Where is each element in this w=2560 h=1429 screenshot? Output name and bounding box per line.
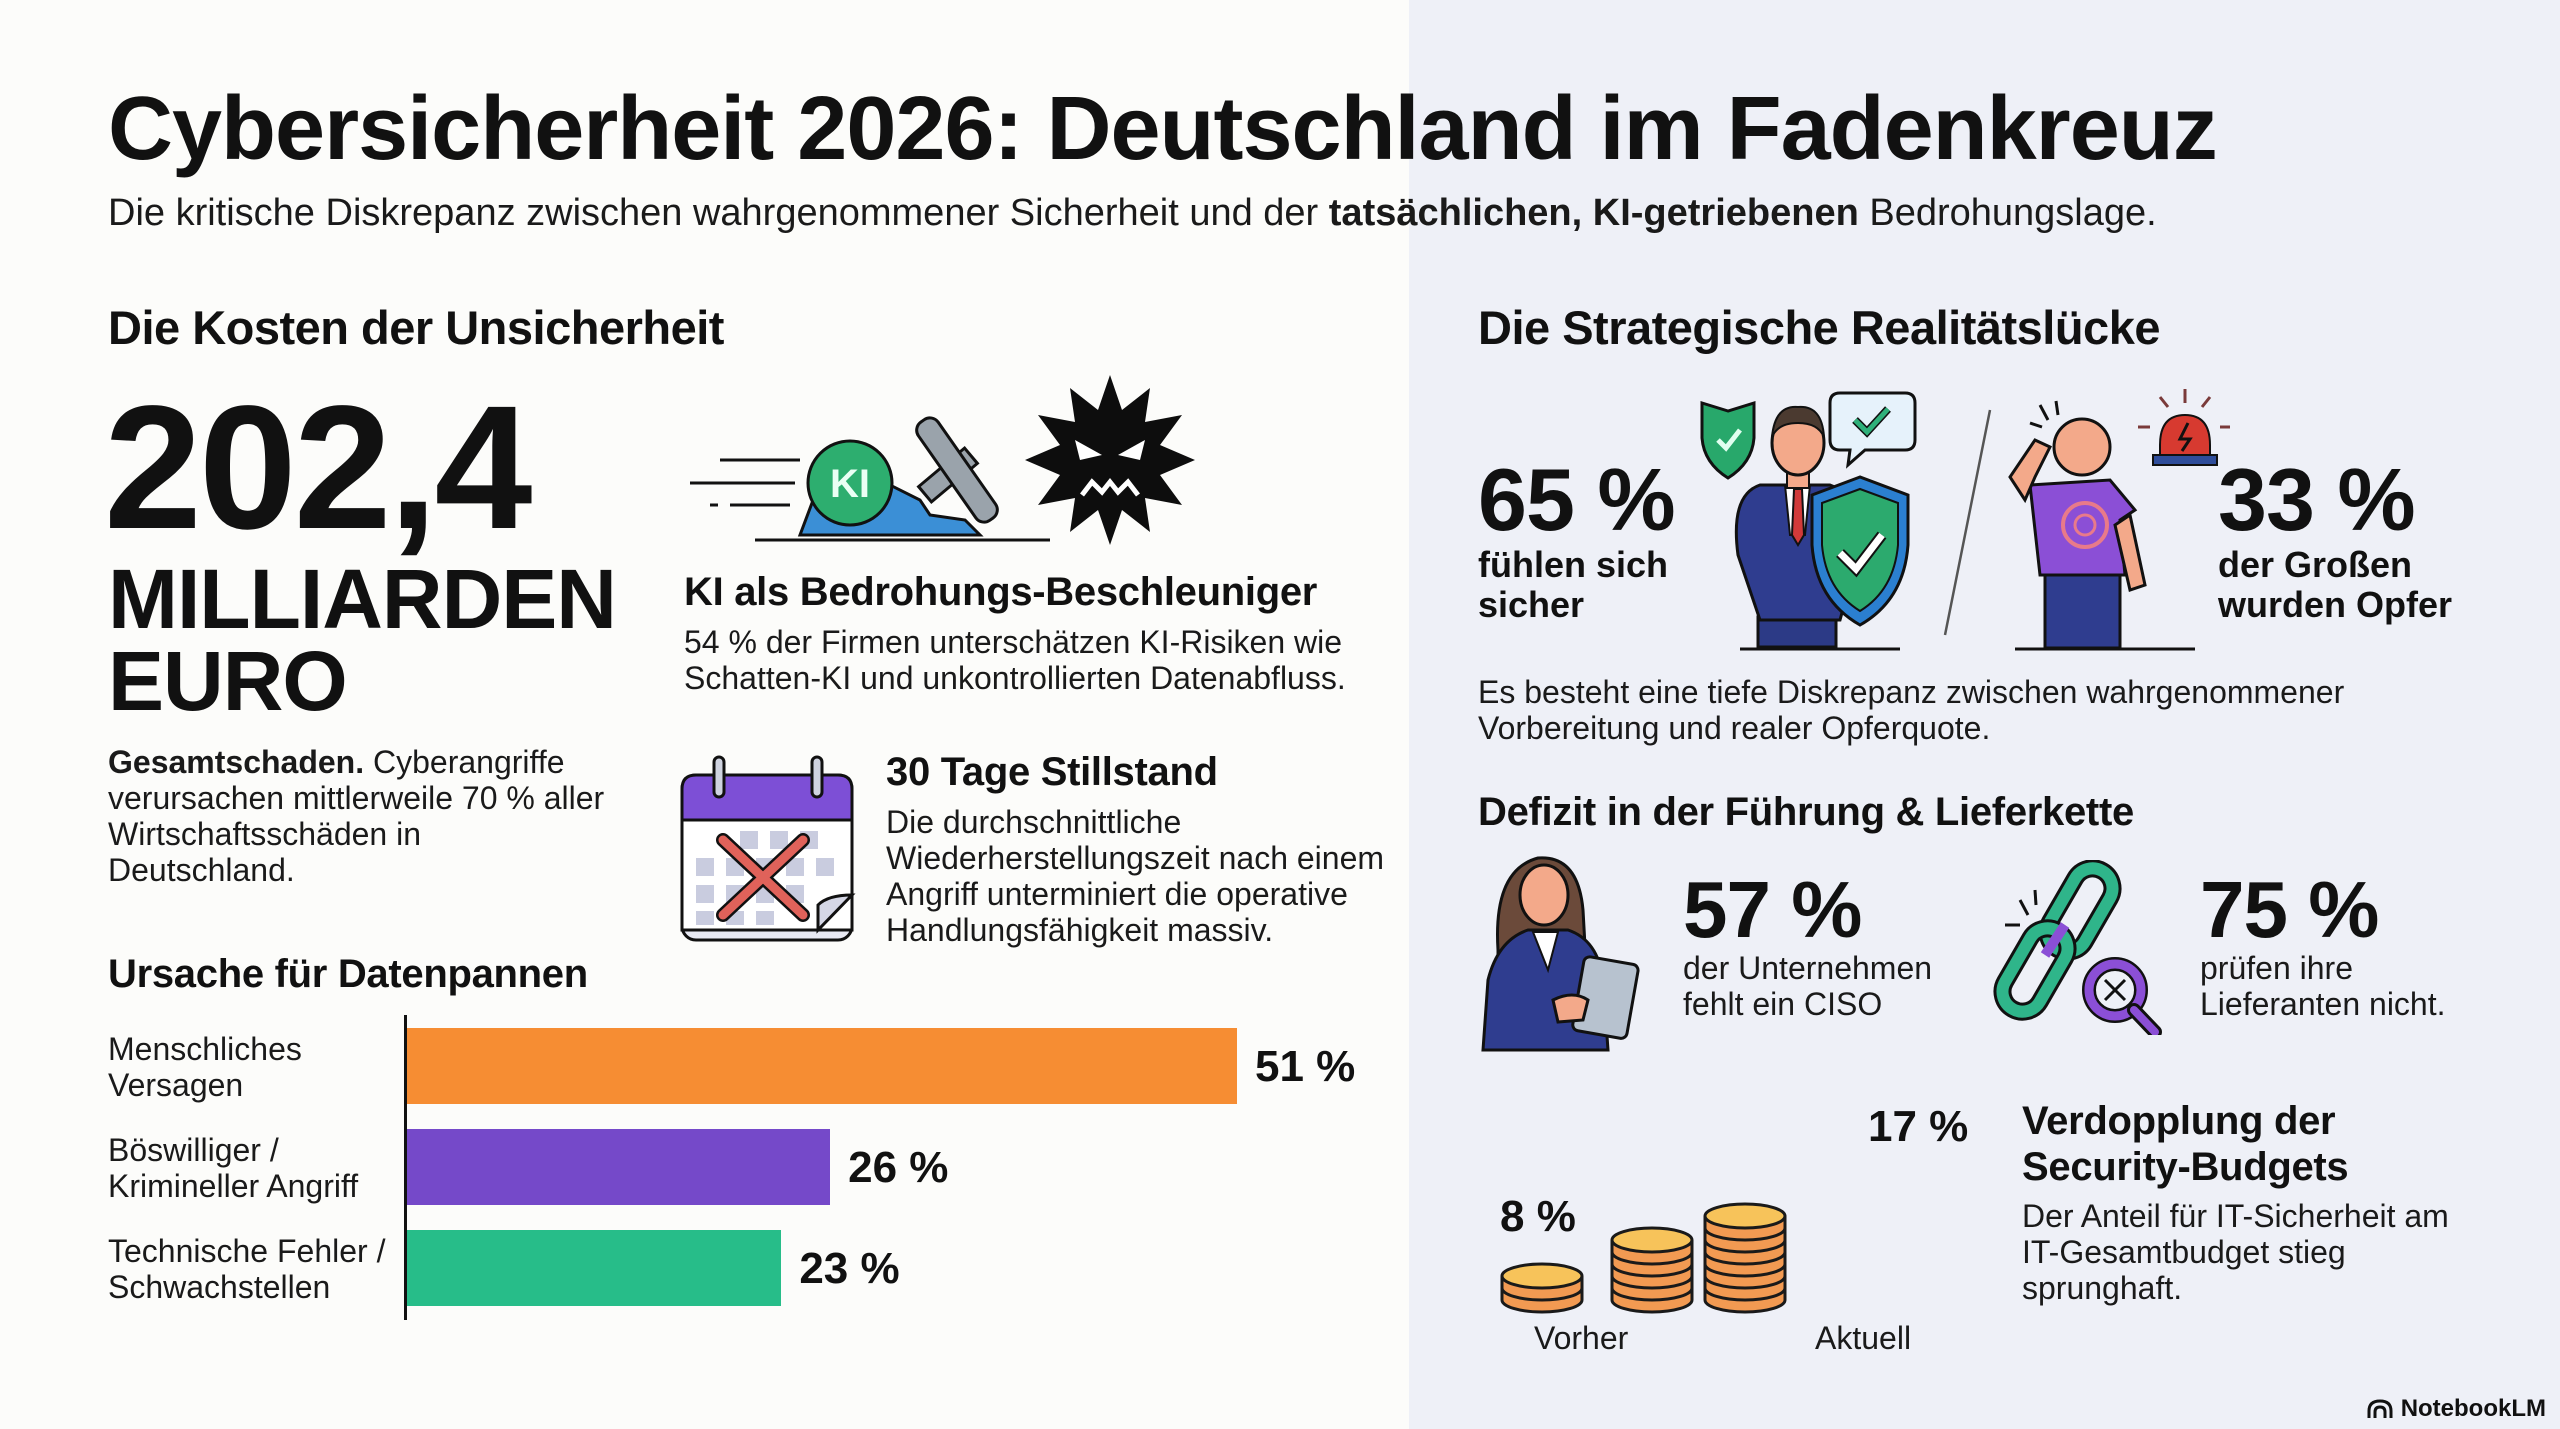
costs-heading: Die Kosten der Unsicherheit (108, 301, 724, 354)
ai-threat-heading: KI als Bedrohungs-Beschleuniger (684, 570, 1318, 614)
bar-category-label: Menschliches Versagen (108, 1031, 302, 1103)
feel-safe-label-line1: fühlen sich (1478, 544, 1669, 585)
budget-before-label: Vorher (1534, 1320, 1629, 1356)
notebooklm-brand: NotebookLM (2367, 1395, 2546, 1423)
speech-bubble-check-icon (1828, 391, 1917, 469)
victim-stat: 33 % (2218, 450, 2416, 549)
coin-stack-before (1500, 1262, 1584, 1314)
coin-top (1500, 1262, 1584, 1290)
speed-lines-icon (690, 458, 800, 507)
budget-heading-line1: Verdopplung der (2022, 1099, 2336, 1143)
budget-before-pct: 8 % (1500, 1192, 1576, 1241)
subtitle-emphasis: tatsächlichen, KI-getriebenen (1328, 192, 1859, 234)
damage-description: Gesamtschaden. Cyberangriffe verursachen… (108, 744, 608, 888)
bar-3 (407, 1230, 782, 1306)
chart-title: Ursache für Datenpannen (108, 952, 588, 996)
big-shield-check-icon (1810, 475, 1910, 627)
victim-label-line1: der Großen (2218, 544, 2413, 585)
ai-threat-illustration: KI (690, 375, 1195, 545)
bar-category-label: Technische Fehler / Schwachstellen (108, 1233, 386, 1305)
chart-axis (404, 1015, 407, 1320)
bar-value-label: 26 % (848, 1143, 949, 1192)
feel-safe-label-line2: sicher (1478, 584, 1585, 625)
broken-chain-magnifier-icon (1993, 860, 2162, 1035)
small-shield-check-icon (1700, 400, 1756, 480)
supplier-label-line1: prüfen ihre (2200, 950, 2353, 986)
coin-top (1610, 1226, 1694, 1254)
budget-text: Der Anteil für IT-Sicherheit am IT-Gesam… (2022, 1198, 2449, 1306)
subtitle-text: Die kritische Diskrepanz zwischen wahrge… (108, 192, 1329, 234)
bar-category-label: Böswilliger / Krimineller Angriff (108, 1132, 359, 1204)
ciso-label-line2: fehlt ein CISO (1683, 986, 1883, 1022)
supplier-stat: 75 % (2200, 865, 2379, 954)
feel-safe-label: fühlen sich sicher (1478, 545, 1668, 625)
deficit-heading: Defizit in der Führung & Lieferkette (1478, 790, 2134, 834)
bar-1 (407, 1028, 1237, 1104)
alarm-siren-icon (2138, 389, 2230, 466)
damage-description-bold: Gesamtschaden. (108, 744, 365, 780)
damage-unit-line1: MILLIARDEN (108, 552, 617, 646)
damage-description-text: Cyberangriffe verursachen mittlerweile 7… (108, 744, 605, 888)
comparison-divider (1943, 409, 1992, 636)
page-subtitle: Die kritische Diskrepanz zwischen wahrge… (108, 192, 2157, 235)
bar-value-label: 23 % (799, 1244, 900, 1293)
coin-stack-after-large (1703, 1202, 1787, 1314)
budget-heading: Verdopplung der Security-Budgets (2022, 1098, 2349, 1190)
businesswoman-tablet-icon (1481, 856, 1640, 1052)
ciso-label-line1: der Unternehmen (1683, 950, 1933, 986)
budget-after-pct: 17 % (1868, 1102, 1969, 1151)
feel-safe-stat: 65 % (1478, 450, 1676, 549)
bar-value-label: 51 % (1255, 1042, 1356, 1091)
supplier-label: prüfen ihre Lieferanten nicht. (2200, 950, 2446, 1022)
ciso-label: der Unternehmen fehlt ein CISO (1683, 950, 1932, 1022)
angry-virus-icon (1025, 375, 1195, 545)
coin-stack-after-small (1610, 1226, 1694, 1314)
damage-unit-line2: EURO (108, 634, 348, 728)
ai-badge-label: KI (830, 462, 870, 506)
ai-threat-text: 54 % der Firmen unterschätzen KI-Risiken… (684, 624, 1346, 696)
damage-unit: MILLIARDEN EURO (108, 552, 617, 728)
ai-badge-icon: KI (806, 439, 894, 527)
coin-stacks-icon (1500, 1202, 1787, 1314)
damage-amount: 202,4 (104, 370, 532, 566)
right-panel-background (1409, 0, 2560, 1429)
notebooklm-label: NotebookLM (2400, 1395, 2546, 1422)
calendar-crossed-icon (680, 755, 856, 942)
victim-label: der Großen wurden Opfer (2218, 545, 2452, 625)
page-title: Cybersicherheit 2026: Deutschland im Fad… (108, 79, 2218, 179)
budget-heading-line2: Security-Budgets (2022, 1145, 2349, 1189)
victim-label-line2: wurden Opfer (2218, 584, 2453, 625)
victim-person-icon (2008, 400, 2147, 650)
ciso-stat: 57 % (1683, 865, 1862, 954)
reality-gap-illustration (1700, 389, 2230, 651)
subtitle-text-end: Bedrohungslage. (1858, 192, 2157, 234)
budget-after-label: Aktuell (1815, 1320, 1912, 1356)
downtime-heading: 30 Tage Stillstand (886, 750, 1218, 794)
downtime-text: Die durchschnittliche Wiederherstellungs… (886, 804, 1385, 948)
notebooklm-logo-icon (2367, 1399, 2393, 1418)
reality-gap-text: Es besteht eine tiefe Diskrepanz zwische… (1478, 674, 2345, 746)
bar-2 (407, 1129, 831, 1205)
reality-gap-heading: Die Strategische Realitätslücke (1478, 301, 2160, 354)
supplier-label-line2: Lieferanten nicht. (2200, 986, 2446, 1022)
coin-top (1703, 1202, 1787, 1230)
